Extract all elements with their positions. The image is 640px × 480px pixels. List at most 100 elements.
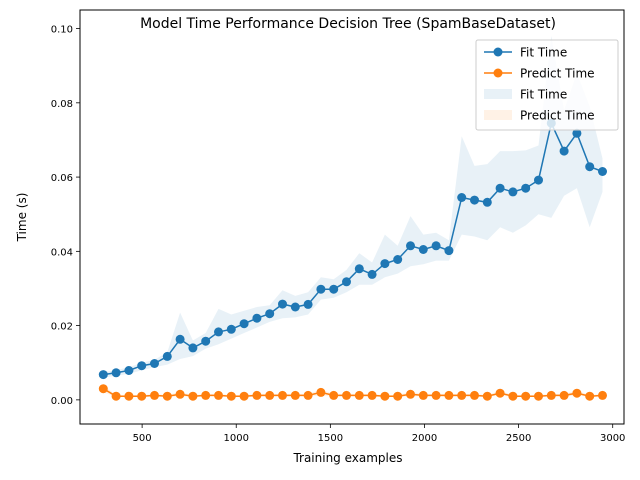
point-0-4 xyxy=(150,359,159,368)
y-tick-label-1: 0.02 xyxy=(51,322,73,333)
series-line-0 xyxy=(103,120,603,376)
x-tick-label-2: 1500 xyxy=(318,433,343,444)
x-tick-label-3: 2000 xyxy=(412,433,437,444)
y-tick-label-2: 0.04 xyxy=(51,247,73,258)
point-1-25 xyxy=(418,390,428,400)
point-0-21 xyxy=(367,269,377,279)
point-0-18 xyxy=(329,284,339,294)
point-1-19 xyxy=(342,390,351,400)
point-0-30 xyxy=(482,197,492,207)
point-0-12 xyxy=(252,313,262,323)
y-tick-label-4: 0.08 xyxy=(51,99,73,110)
point-0-33 xyxy=(521,183,531,193)
point-1-22 xyxy=(380,391,390,401)
chart-title: Model Time Performance Decision Tree (Sp… xyxy=(140,16,556,32)
x-tick-label-5: 3000 xyxy=(600,433,625,444)
series-lines xyxy=(102,120,603,397)
legend-marker-1 xyxy=(493,68,503,78)
point-1-15 xyxy=(290,390,300,400)
point-1-38 xyxy=(585,391,595,401)
point-1-21 xyxy=(367,390,377,400)
point-1-6 xyxy=(175,389,185,399)
point-1-8 xyxy=(201,390,211,400)
point-1-32 xyxy=(508,391,518,401)
x-axis: 500 1000 1500 2000 2500 3000 xyxy=(133,424,625,444)
legend-box xyxy=(475,39,619,131)
y-axis: 0.00 0.02 0.04 0.06 0.08 0.10 xyxy=(51,25,80,407)
point-1-2 xyxy=(124,391,134,401)
point-1-1 xyxy=(111,391,121,401)
point-0-9 xyxy=(214,327,223,337)
point-0-0 xyxy=(98,370,108,380)
legend-label-0: Fit Time xyxy=(520,46,567,60)
legend-swatch-2 xyxy=(484,89,512,99)
point-0-24 xyxy=(406,241,415,251)
point-1-33 xyxy=(521,391,531,401)
point-0-5 xyxy=(162,351,172,361)
y-tick-label-3: 0.06 xyxy=(51,173,73,184)
point-0-34 xyxy=(534,175,543,185)
y-axis-label: Time (s) xyxy=(15,193,29,243)
legend-label-2: Fit Time xyxy=(520,88,567,102)
point-0-14 xyxy=(278,299,287,309)
point-0-11 xyxy=(239,319,249,329)
y-tick-label-0: 0.00 xyxy=(51,396,73,407)
point-0-37 xyxy=(572,128,582,138)
point-0-22 xyxy=(380,259,390,269)
point-0-28 xyxy=(457,193,467,202)
point-1-31 xyxy=(495,388,505,398)
point-0-1 xyxy=(111,368,121,378)
point-1-9 xyxy=(214,390,223,400)
point-1-26 xyxy=(431,390,441,400)
point-0-20 xyxy=(354,264,364,274)
point-1-30 xyxy=(482,391,492,401)
point-0-27 xyxy=(444,246,454,256)
point-0-23 xyxy=(393,255,403,264)
point-0-8 xyxy=(201,336,211,346)
point-0-10 xyxy=(226,324,236,334)
point-0-38 xyxy=(585,162,595,172)
point-0-2 xyxy=(124,366,134,375)
legend-label-3: Predict Time xyxy=(520,109,595,123)
legend-swatch-3 xyxy=(484,110,512,120)
point-0-26 xyxy=(431,241,441,251)
point-1-35 xyxy=(546,390,556,400)
point-1-0 xyxy=(98,384,108,394)
point-0-7 xyxy=(188,343,198,353)
point-1-37 xyxy=(572,388,582,398)
point-1-23 xyxy=(393,391,403,401)
point-1-27 xyxy=(444,390,454,400)
point-1-14 xyxy=(278,390,287,400)
point-1-10 xyxy=(226,391,236,401)
x-tick-label-1: 1000 xyxy=(224,433,249,444)
point-1-13 xyxy=(265,390,275,400)
plot-frame xyxy=(79,9,625,425)
legend-label-1: Predict Time xyxy=(520,67,595,81)
point-0-19 xyxy=(342,277,351,287)
point-1-18 xyxy=(329,390,339,400)
point-1-39 xyxy=(598,390,607,400)
point-1-17 xyxy=(316,387,326,397)
point-1-34 xyxy=(534,391,543,401)
y-tick-label-5: 0.10 xyxy=(51,25,73,36)
point-0-31 xyxy=(495,183,505,193)
point-0-32 xyxy=(508,187,518,197)
series-points xyxy=(98,118,607,401)
point-0-3 xyxy=(137,361,147,371)
x-tick-label-4: 2500 xyxy=(506,433,531,444)
point-0-29 xyxy=(470,195,479,205)
point-1-4 xyxy=(150,390,159,400)
point-0-36 xyxy=(559,146,569,156)
point-1-28 xyxy=(457,390,467,400)
point-0-17 xyxy=(316,284,326,294)
series-line-1 xyxy=(102,388,603,397)
point-1-12 xyxy=(252,390,262,400)
point-0-39 xyxy=(598,167,607,176)
x-axis-label: Training examples xyxy=(292,451,402,465)
point-0-16 xyxy=(303,299,313,309)
point-1-29 xyxy=(470,390,479,400)
point-1-11 xyxy=(239,391,249,401)
point-1-7 xyxy=(188,391,198,401)
x-tick-label-0: 500 xyxy=(133,433,152,444)
